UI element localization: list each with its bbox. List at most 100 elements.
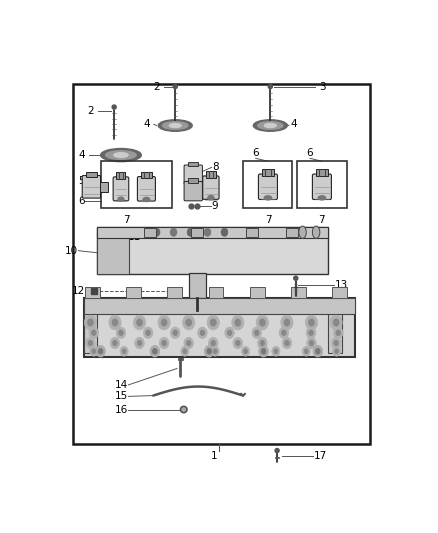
- Circle shape: [331, 337, 341, 349]
- Text: 11: 11: [128, 232, 141, 242]
- Bar: [117, 172, 125, 179]
- Ellipse shape: [312, 226, 320, 238]
- Circle shape: [260, 340, 265, 346]
- Circle shape: [150, 345, 159, 357]
- Circle shape: [205, 345, 214, 357]
- Ellipse shape: [294, 276, 298, 280]
- Circle shape: [183, 315, 195, 330]
- Ellipse shape: [162, 122, 188, 130]
- Bar: [188, 161, 198, 166]
- Bar: [246, 228, 258, 237]
- Ellipse shape: [180, 406, 187, 413]
- Circle shape: [153, 349, 157, 354]
- Text: 2: 2: [153, 82, 160, 92]
- Text: 1: 1: [211, 451, 218, 462]
- Circle shape: [281, 315, 293, 330]
- Circle shape: [334, 340, 339, 346]
- Circle shape: [235, 319, 241, 326]
- Ellipse shape: [265, 124, 276, 127]
- Circle shape: [284, 319, 290, 326]
- Circle shape: [183, 349, 187, 354]
- Bar: [297, 161, 346, 208]
- Circle shape: [316, 349, 320, 354]
- Ellipse shape: [112, 105, 116, 109]
- Bar: [167, 287, 182, 298]
- Circle shape: [254, 330, 259, 336]
- Bar: [141, 172, 152, 178]
- Circle shape: [200, 330, 205, 336]
- Circle shape: [90, 346, 98, 356]
- Circle shape: [258, 337, 267, 349]
- Circle shape: [210, 319, 216, 326]
- Circle shape: [309, 330, 314, 336]
- Circle shape: [308, 319, 314, 326]
- Circle shape: [134, 315, 146, 330]
- Ellipse shape: [182, 408, 185, 411]
- Circle shape: [143, 327, 153, 338]
- Circle shape: [86, 337, 95, 349]
- Circle shape: [152, 349, 156, 354]
- Bar: [144, 228, 156, 237]
- Ellipse shape: [318, 196, 325, 200]
- Circle shape: [274, 349, 278, 354]
- Text: 6: 6: [252, 148, 259, 158]
- Circle shape: [186, 319, 192, 326]
- Ellipse shape: [101, 149, 141, 161]
- Circle shape: [187, 228, 194, 236]
- Circle shape: [92, 349, 96, 354]
- FancyBboxPatch shape: [312, 174, 332, 199]
- Ellipse shape: [258, 122, 283, 130]
- Circle shape: [330, 315, 342, 330]
- Text: 7: 7: [265, 215, 271, 224]
- Text: 17: 17: [314, 451, 327, 462]
- Circle shape: [333, 327, 343, 338]
- Bar: [262, 169, 274, 176]
- Bar: [101, 161, 172, 208]
- Circle shape: [282, 337, 292, 349]
- Circle shape: [170, 327, 180, 338]
- Bar: [191, 228, 203, 237]
- Text: 4: 4: [79, 150, 85, 160]
- Circle shape: [306, 327, 316, 338]
- Circle shape: [159, 337, 169, 349]
- FancyBboxPatch shape: [138, 176, 155, 201]
- Bar: [97, 231, 130, 274]
- Circle shape: [88, 340, 93, 346]
- Circle shape: [307, 337, 316, 349]
- Circle shape: [137, 319, 143, 326]
- Ellipse shape: [275, 448, 279, 453]
- Circle shape: [110, 337, 120, 349]
- Text: 12: 12: [71, 286, 85, 295]
- Circle shape: [305, 315, 318, 330]
- Circle shape: [112, 319, 118, 326]
- Text: 5: 5: [78, 176, 85, 186]
- Bar: [97, 227, 328, 238]
- Circle shape: [119, 330, 124, 336]
- FancyBboxPatch shape: [82, 175, 101, 198]
- Circle shape: [153, 228, 160, 236]
- Bar: [316, 169, 328, 176]
- Circle shape: [236, 340, 240, 346]
- Circle shape: [332, 346, 341, 356]
- Bar: [188, 178, 198, 183]
- Circle shape: [211, 340, 215, 346]
- Text: 16: 16: [114, 405, 128, 415]
- Text: 6: 6: [307, 148, 313, 158]
- Circle shape: [87, 319, 93, 326]
- Circle shape: [181, 346, 189, 356]
- Ellipse shape: [268, 84, 272, 88]
- Bar: [126, 287, 141, 298]
- Ellipse shape: [253, 120, 287, 131]
- Circle shape: [135, 337, 144, 349]
- Bar: [189, 273, 206, 298]
- Circle shape: [113, 340, 117, 346]
- FancyBboxPatch shape: [258, 174, 277, 199]
- Circle shape: [309, 340, 314, 346]
- Circle shape: [207, 349, 211, 354]
- Circle shape: [150, 346, 159, 356]
- Bar: [99, 182, 108, 192]
- Bar: [97, 227, 328, 274]
- FancyBboxPatch shape: [203, 176, 219, 199]
- Bar: [84, 308, 97, 353]
- Circle shape: [120, 346, 128, 356]
